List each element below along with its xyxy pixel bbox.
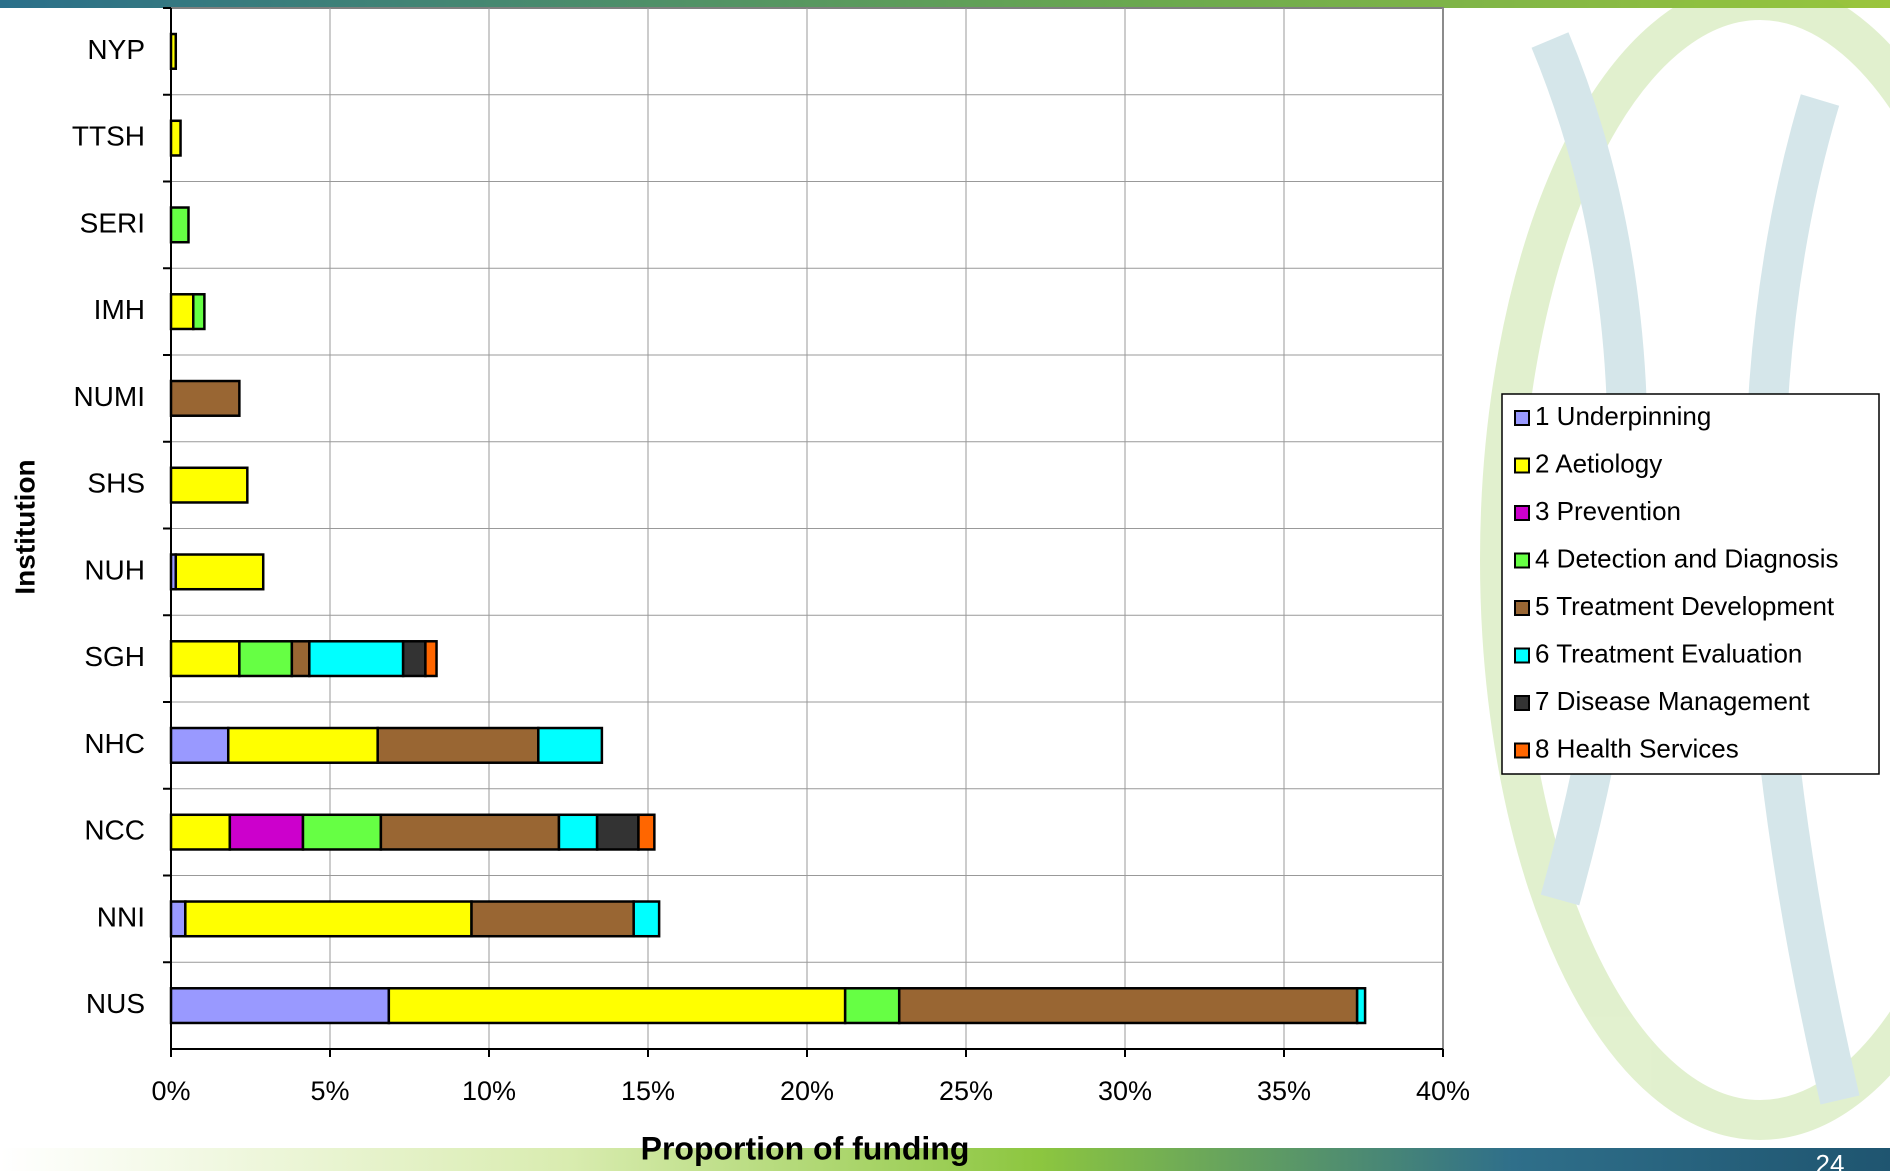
bar-segment [169, 813, 232, 851]
bar-segment [424, 640, 438, 678]
bar-segment [184, 900, 473, 938]
bar-segment [470, 900, 635, 938]
bar-segment [192, 293, 206, 331]
legend-swatch [1514, 505, 1530, 521]
bar-segment [376, 726, 540, 764]
y-tick-label: NHC [84, 728, 145, 759]
y-tick-label: SERI [80, 207, 145, 238]
x-tick-label: 5% [310, 1076, 349, 1106]
bar-segment [228, 813, 305, 851]
y-tick-label: NUH [84, 554, 145, 585]
bar-segment [169, 32, 178, 70]
y-axis-title: Institution [9, 459, 40, 594]
x-tick-label: 10% [462, 1076, 516, 1106]
legend-label: 3 Prevention [1535, 496, 1681, 526]
y-tick-label: NYP [87, 34, 145, 65]
bar-segment [843, 987, 901, 1025]
bar-segment [379, 813, 561, 851]
legend-swatch [1514, 552, 1530, 569]
bar-segment [169, 987, 391, 1025]
x-tick-label: 25% [939, 1076, 993, 1106]
bar-segment [174, 553, 265, 591]
legend-box [1501, 393, 1880, 775]
bar-segment [238, 640, 294, 678]
legend-swatch [1514, 647, 1530, 664]
page-number: 24 [1816, 1149, 1845, 1171]
legend-label: 7 Disease Management [1535, 686, 1810, 716]
bar-segment [301, 813, 383, 851]
bar-segment [537, 726, 604, 764]
y-tick-label: TTSH [72, 121, 145, 152]
bar-segment [897, 987, 1359, 1025]
bar-segment [169, 119, 182, 157]
bar-segment [169, 293, 195, 331]
bar-segment [226, 726, 379, 764]
bar-segment [1355, 987, 1367, 1025]
bar-segment [308, 640, 405, 678]
x-axis-title: Proportion of funding [641, 1130, 970, 1166]
y-tick-label: NUS [86, 988, 145, 1019]
y-tick-label: IMH [94, 294, 145, 325]
bar-segment [169, 466, 249, 504]
legend-swatch [1514, 695, 1530, 711]
bottom-band [0, 1148, 1890, 1171]
legend-label: 4 Detection and Diagnosis [1535, 543, 1839, 573]
legend-swatch [1514, 600, 1530, 616]
bar-segment [387, 987, 847, 1025]
bar-segment [290, 640, 311, 678]
y-tick-label: NUMI [73, 381, 145, 412]
x-tick-label: 0% [151, 1076, 190, 1106]
x-tick-label: 20% [780, 1076, 834, 1106]
legend-swatch [1514, 410, 1530, 426]
bar-segment [401, 640, 427, 678]
bar-segment [169, 726, 230, 764]
bar-segment [169, 206, 190, 244]
legend-label: 2 Aetiology [1535, 448, 1662, 478]
bar-segment [169, 379, 241, 417]
x-tick-label: 40% [1416, 1076, 1470, 1106]
legend-label: 6 Treatment Evaluation [1535, 638, 1802, 668]
legend-swatch [1514, 742, 1530, 759]
legend-swatch [1514, 457, 1530, 474]
bar-segment [595, 813, 640, 851]
x-tick-label: 15% [621, 1076, 675, 1106]
legend-label: 1 Underpinning [1535, 401, 1711, 431]
bar-segment [557, 813, 599, 851]
bar-segment [169, 900, 187, 938]
bar-segment [169, 640, 241, 678]
y-tick-label: NNI [97, 901, 145, 932]
y-tick-label: SHS [87, 468, 145, 499]
y-tick-label: SGH [84, 641, 145, 672]
x-tick-label: 30% [1098, 1076, 1152, 1106]
bar-segment [632, 900, 661, 938]
y-tick-label: NCC [84, 815, 145, 846]
legend-label: 8 Health Services [1535, 733, 1739, 763]
x-tick-label: 35% [1257, 1076, 1311, 1106]
bar-segment [637, 813, 656, 851]
legend-label: 5 Treatment Development [1535, 591, 1835, 621]
top-band [0, 0, 1890, 8]
